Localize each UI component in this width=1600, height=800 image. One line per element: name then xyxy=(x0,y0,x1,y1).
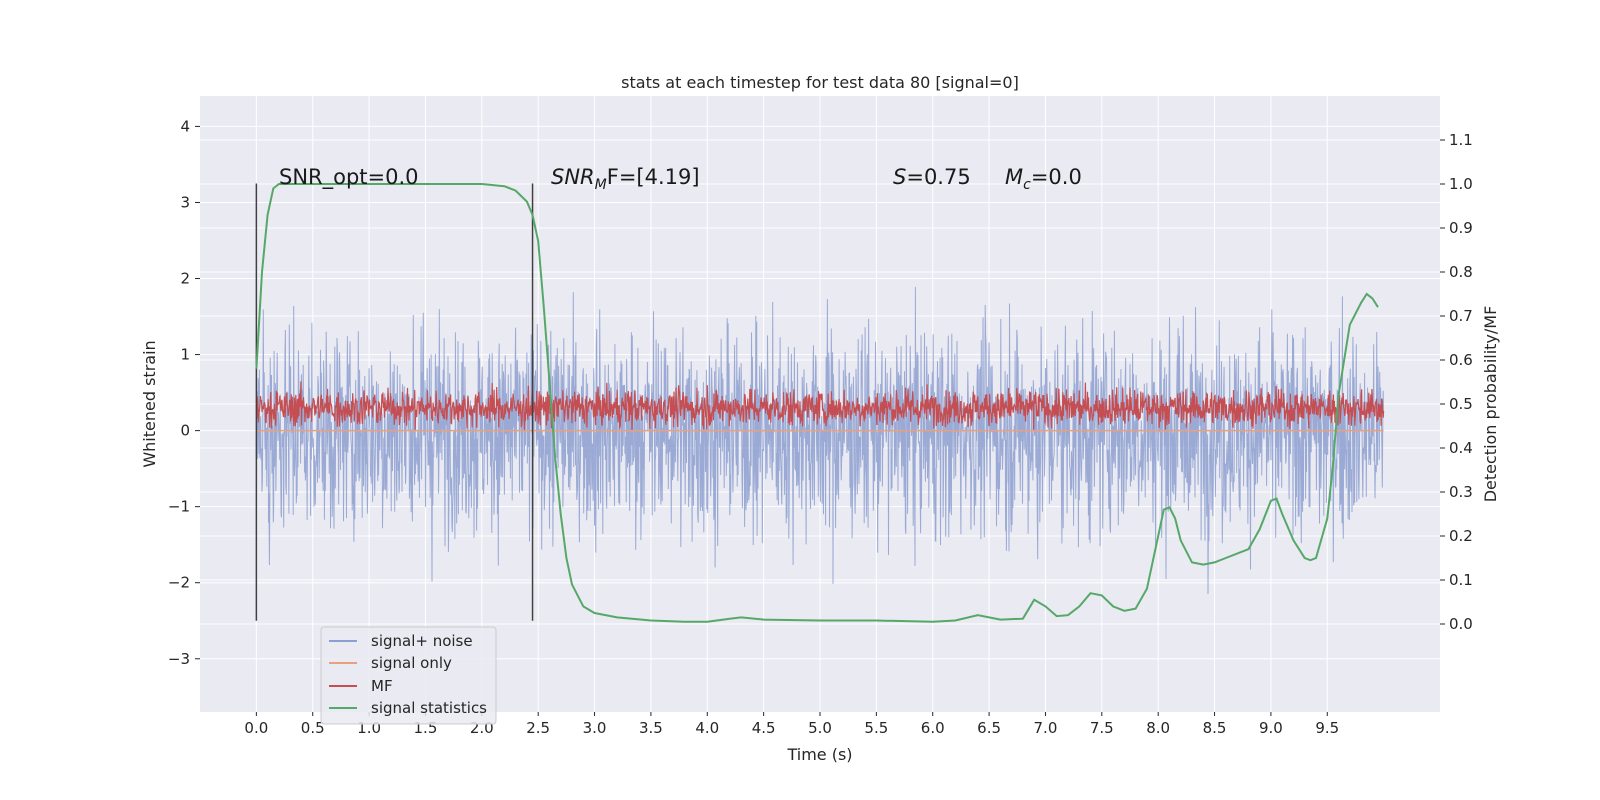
y2-axis-label: Detection probability/MF xyxy=(1481,306,1500,503)
signal-statistics-series xyxy=(255,183,1379,623)
vertical-markers xyxy=(255,183,534,621)
x-tick-label: 3.5 xyxy=(639,719,663,737)
y-tick-label: 3 xyxy=(180,193,190,211)
mc-annotation: Mc=0.0 xyxy=(1005,165,1082,193)
signal-noise-line xyxy=(255,286,1385,594)
chart-title: stats at each timestep for test data 80 … xyxy=(621,73,1019,92)
legend-label-signal-statistics: signal statistics xyxy=(371,699,487,717)
x-tick-label: 7.5 xyxy=(1090,719,1114,737)
x-tick-label: 6.0 xyxy=(921,719,945,737)
x-tick-label: 5.0 xyxy=(808,719,832,737)
y2-tick-label: 0.2 xyxy=(1449,527,1473,545)
y2-tick-label: 1.0 xyxy=(1449,175,1473,193)
x-tick-label: 4.0 xyxy=(695,719,719,737)
x-tick-label: 0.0 xyxy=(244,719,268,737)
y2-ticks: 1.1 1.0 0.9 0.8 0.7 0.6 0.5 0.4 0.3 0.2 0.1 0.0 xyxy=(1440,131,1473,633)
y2-tick-label: 0.4 xyxy=(1449,439,1473,457)
y-tick-label: −2 xyxy=(168,574,190,592)
x-tick-label: 9.0 xyxy=(1259,719,1283,737)
y2-tick-label: 0.1 xyxy=(1449,571,1473,589)
snr-mf-annotation: SNRMF=[4.19] xyxy=(551,165,700,193)
x-tick-label: 3.0 xyxy=(583,719,607,737)
y-tick-label: 2 xyxy=(180,270,190,288)
x-tick-label: 6.5 xyxy=(977,719,1001,737)
y-tick-label: −3 xyxy=(168,650,190,668)
mf-series xyxy=(255,381,1385,431)
y-tick-label: 0 xyxy=(180,422,190,440)
y-tick-label: 1 xyxy=(180,346,190,364)
y-axis-label: Whitened strain xyxy=(140,340,159,467)
x-tick-label: 2.5 xyxy=(526,719,550,737)
y-ticks: 4 3 2 1 0 −1 −2 −3 xyxy=(168,117,200,668)
x-tick-label: 8.5 xyxy=(1203,719,1227,737)
x-tick-label: 9.5 xyxy=(1315,719,1339,737)
y2-tick-label: 0.0 xyxy=(1449,615,1473,633)
signal-noise-series xyxy=(255,286,1385,594)
legend-label-signal-noise: signal+ noise xyxy=(371,632,473,650)
x-tick-label: 4.5 xyxy=(752,719,776,737)
signal-statistics-line xyxy=(255,183,1379,623)
y2-tick-label: 0.7 xyxy=(1449,307,1473,325)
y-tick-label: 4 xyxy=(180,117,190,135)
x-axis-label: Time (s) xyxy=(786,745,852,764)
y2-tick-label: 0.5 xyxy=(1449,395,1473,413)
legend-box xyxy=(320,626,497,725)
x-tick-label: 0.5 xyxy=(301,719,325,737)
x-tick-label: 7.0 xyxy=(1034,719,1058,737)
mf-line xyxy=(255,381,1385,431)
y-tick-label: −1 xyxy=(168,498,190,516)
y2-tick-label: 1.1 xyxy=(1449,131,1473,149)
y2-tick-label: 0.3 xyxy=(1449,483,1473,501)
y2-tick-label: 0.9 xyxy=(1449,219,1473,237)
legend-label-mf: MF xyxy=(371,677,393,695)
y2-tick-label: 0.8 xyxy=(1449,263,1473,281)
x-tick-label: 5.5 xyxy=(864,719,888,737)
legend-label-signal-only: signal only xyxy=(371,654,452,672)
snr-opt-annotation: SNR_opt=0.0 xyxy=(279,165,419,190)
s-annotation: S=0.75 xyxy=(893,165,971,189)
legend: signal+ noise signal only MF signal stat… xyxy=(320,626,497,725)
y2-tick-label: 0.6 xyxy=(1449,351,1473,369)
x-tick-label: 8.0 xyxy=(1146,719,1170,737)
